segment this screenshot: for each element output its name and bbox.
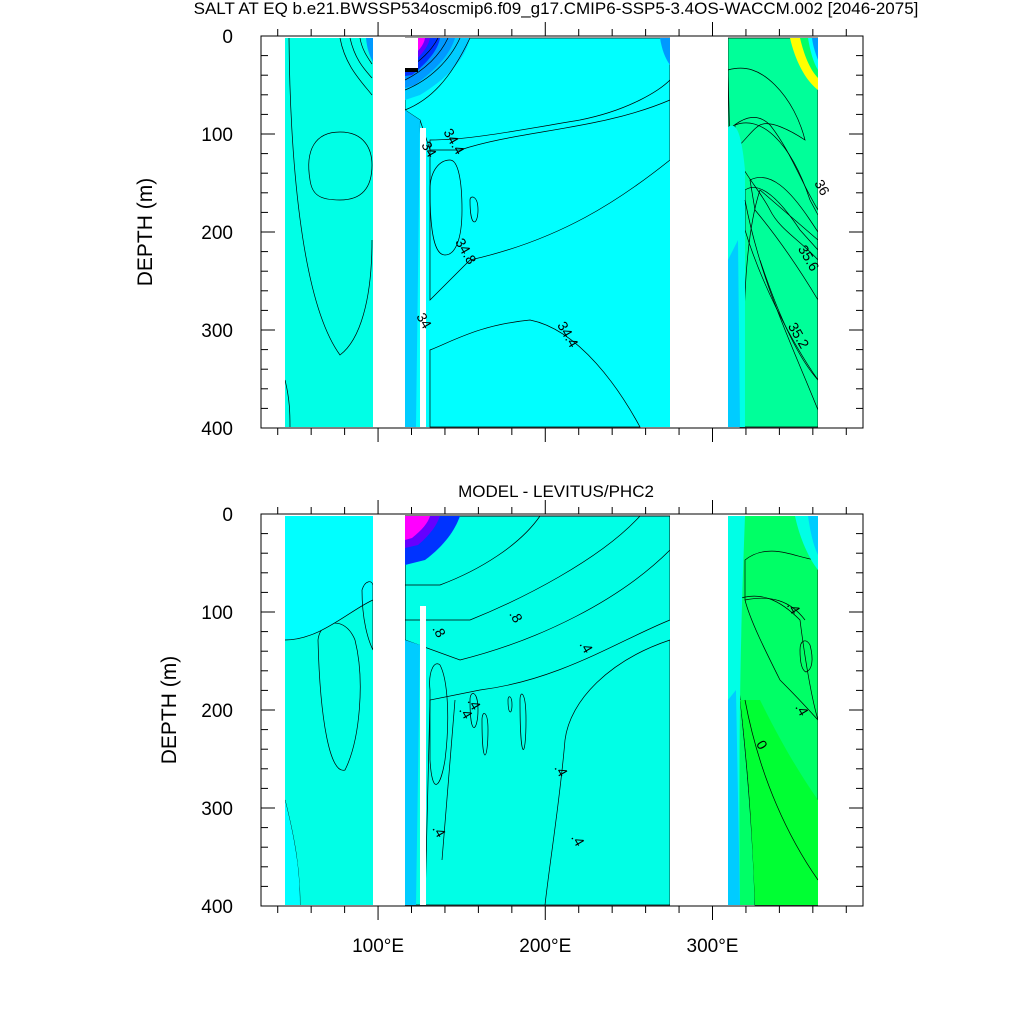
contour-fill-cp-channel (405, 110, 420, 427)
panel-difference: MODEL - LEVITUS/PHC2 (158, 482, 864, 957)
x-tick-label: 100°E (352, 936, 404, 957)
x-tick-label: 200°E (519, 936, 571, 957)
y-tick-label: 400 (201, 419, 233, 440)
contour-fill-atl-gold (727, 37, 819, 212)
diff-field-central-pacific (405, 516, 670, 905)
y-tick-label: 0 (222, 505, 233, 526)
y-tick-label: 400 (201, 897, 233, 918)
diff-wp-deep-cyan (285, 800, 300, 905)
y-tick-label: 100 (201, 125, 233, 146)
y-tick-label: 200 (201, 223, 233, 244)
y-tick-label: 100 (201, 603, 233, 624)
panel-difference-ticks: 0 100 200 300 400 100°E 200°E 300°E (201, 500, 863, 957)
y-tick-label: 300 (201, 799, 233, 820)
contour-label: 36 (811, 177, 833, 199)
contour-fill-cp-thermocline (429, 79, 671, 301)
diff-atl-yellow-spot (799, 640, 813, 673)
diff-cp-lightblue (404, 515, 671, 661)
panel-salinity-ylabel: DEPTH (m) (134, 178, 157, 287)
diff-atl-yellow-green (744, 550, 819, 721)
contour-fill-atl-yellow (734, 122, 819, 261)
contour-label: 34 (413, 310, 435, 332)
panel-salinity-title: SALT AT EQ b.e21.BWSSP534oscmip6.f09_g17… (194, 0, 919, 18)
land-gap-strip (420, 128, 426, 427)
panel-salinity-ticks: 0 100 200 300 400 (201, 22, 863, 442)
diff-cp-green-lens (429, 663, 449, 785)
diff-atl-green (740, 700, 818, 905)
diff-cp-cyan (404, 515, 671, 906)
diff-atl-lime (734, 595, 819, 906)
x-tick-label: 300°E (687, 936, 739, 957)
diff-wp-green-lens (317, 622, 361, 771)
diff-atl-ne-blue (808, 516, 818, 555)
panel-difference-title: MODEL - LEVITUS/PHC2 (458, 482, 654, 501)
diff-land-mask-west (373, 514, 405, 906)
contour-fill-cp-lower (429, 319, 641, 428)
contour-fill-wp-green (308, 131, 373, 201)
land-mask-west (373, 36, 405, 428)
diff-cp-sky (404, 515, 641, 621)
diff-cp-channel (405, 640, 420, 905)
y-tick-label: 0 (222, 27, 233, 48)
diff-land-mask-east (670, 514, 728, 906)
diff-land-gap-strip (420, 606, 426, 905)
contour-fill-atl-orange (727, 67, 806, 151)
contour-fill-wp-deep (285, 130, 373, 427)
contour-fill-wp-east (355, 38, 373, 110)
contour-fill-atl-ne-blue (812, 38, 818, 60)
y-tick-label: 200 (201, 701, 233, 722)
contour-fill-atl-west-edge (728, 240, 740, 427)
diff-wp-top-cyan (285, 516, 373, 640)
land-mask-east (670, 36, 728, 428)
diff-atl-west-edge (728, 690, 740, 905)
field-central-pacific (405, 38, 670, 427)
contour-fill-wp-edge (366, 38, 373, 62)
panel-salinity: SALT AT EQ b.e21.BWSSP534oscmip6.f09_g17… (134, 0, 918, 442)
diff-cp-magenta (405, 516, 430, 540)
contour-fill-cp-upper (404, 37, 671, 151)
contour-fill-cp-core (429, 159, 463, 256)
land-coast-stub (405, 38, 418, 70)
contour-label: 34 (418, 138, 440, 160)
y-tick-label: 300 (201, 321, 233, 342)
contour-fill-cp-east-edge (660, 38, 670, 65)
panel-difference-ylabel: DEPTH (m) (158, 656, 181, 765)
diff-cp-blue (404, 515, 541, 586)
